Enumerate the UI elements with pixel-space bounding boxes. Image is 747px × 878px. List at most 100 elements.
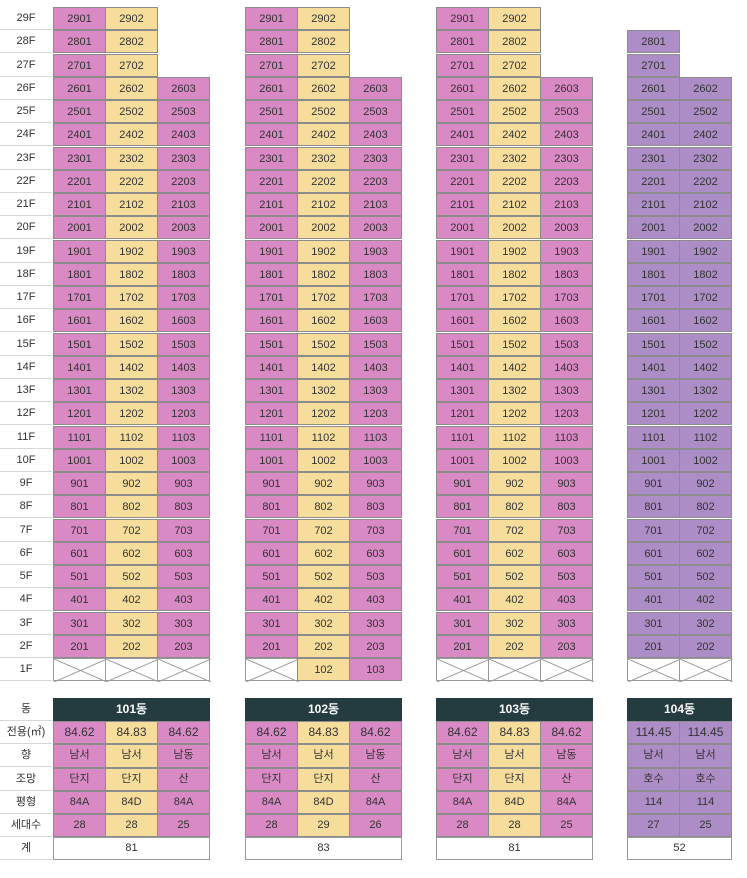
empty-unit-cell [488, 658, 542, 682]
unit-cell: 1701 [627, 286, 680, 309]
unit-cell: 1102 [679, 425, 732, 449]
unit-cell: 2501 [627, 100, 680, 123]
unit-cell: 1302 [105, 379, 158, 402]
unit-info-view: 산 [157, 767, 210, 791]
unit-cell: 2601 [53, 76, 106, 100]
unit-cell: 2201 [627, 169, 680, 193]
unit-cell: 1902 [105, 239, 158, 263]
unit-cell: 2101 [436, 193, 489, 216]
floor-label: 10F [0, 449, 52, 472]
unit-info-count: 26 [349, 814, 402, 838]
unit-info-facing: 남서 [297, 744, 350, 768]
unit-cell: 2603 [349, 76, 402, 100]
unit-cell: 1803 [349, 262, 402, 286]
unit-cell: 1402 [105, 355, 158, 379]
unit-cell: 1502 [105, 332, 158, 356]
unit-cell: 2502 [105, 100, 158, 123]
unit-cell: 2003 [540, 216, 593, 240]
unit-info-count: 27 [627, 814, 680, 838]
unit-cell: 2601 [627, 76, 680, 100]
unit-cell: 2502 [297, 100, 350, 123]
unit-cell: 1601 [627, 309, 680, 333]
unit-cell: 801 [53, 495, 106, 519]
unit-info-area: 114.45 [627, 721, 680, 745]
unit-cell: 2801 [436, 30, 489, 54]
unit-info-count: 28 [53, 814, 106, 838]
floor-label: 7F [0, 519, 52, 542]
empty-unit-cell [245, 658, 299, 682]
unit-cell: 701 [627, 518, 680, 542]
cross-mark-icon [628, 659, 681, 682]
unit-cell: 1203 [157, 402, 210, 426]
cross-mark-icon [246, 659, 299, 682]
unit-cell: 103 [349, 658, 402, 681]
unit-cell: 502 [488, 565, 541, 588]
unit-cell: 502 [679, 565, 732, 588]
unit-cell: 703 [349, 518, 402, 542]
cross-mark-icon [158, 659, 211, 682]
unit-cell: 1202 [105, 402, 158, 426]
unit-cell: 302 [297, 611, 350, 635]
unit-cell: 203 [540, 634, 593, 658]
unit-cell: 2501 [436, 100, 489, 123]
unit-cell: 303 [349, 611, 402, 635]
unit-cell: 1903 [349, 239, 402, 263]
unit-cell: 702 [105, 518, 158, 542]
unit-cell: 502 [105, 565, 158, 588]
unit-cell: 1403 [157, 355, 210, 379]
unit-cell: 1802 [488, 262, 541, 286]
unit-cell: 1501 [627, 332, 680, 356]
unit-cell: 2403 [540, 123, 593, 147]
unit-cell: 1202 [297, 402, 350, 426]
unit-cell: 303 [157, 611, 210, 635]
unit-cell: 403 [157, 588, 210, 612]
unit-cell: 2103 [540, 193, 593, 216]
unit-info-type: 114 [627, 790, 680, 814]
unit-cell: 2302 [297, 146, 350, 170]
unit-cell: 2401 [627, 123, 680, 147]
empty-unit-cell [627, 658, 681, 682]
unit-cell: 301 [436, 611, 489, 635]
unit-cell: 1301 [627, 379, 680, 402]
unit-cell: 1702 [488, 286, 541, 309]
unit-cell: 1902 [297, 239, 350, 263]
unit-cell: 602 [297, 541, 350, 565]
unit-cell: 1001 [53, 448, 106, 472]
unit-cell: 2503 [157, 100, 210, 123]
info-row-label: 세대수 [0, 814, 52, 837]
unit-cell: 2301 [436, 146, 489, 170]
unit-info-view: 호수 [679, 767, 732, 791]
info-row-label: 조망 [0, 768, 52, 791]
unit-cell: 2902 [105, 7, 158, 30]
unit-cell: 2001 [245, 216, 298, 240]
info-row-label: 계 [0, 837, 52, 861]
unit-cell: 2103 [157, 193, 210, 216]
unit-cell: 2401 [436, 123, 489, 147]
unit-cell: 1103 [157, 425, 210, 449]
unit-cell: 2002 [679, 216, 732, 240]
unit-cell: 701 [245, 518, 298, 542]
info-row-label: 평형 [0, 791, 52, 814]
unit-cell: 1601 [53, 309, 106, 333]
unit-cell: 2302 [679, 146, 732, 170]
unit-info-count: 29 [297, 814, 350, 838]
unit-cell: 1703 [540, 286, 593, 309]
unit-cell: 701 [53, 518, 106, 542]
unit-cell: 2601 [245, 76, 298, 100]
unit-cell: 2701 [627, 53, 680, 77]
unit-cell: 1601 [436, 309, 489, 333]
floor-label: 4F [0, 588, 52, 612]
info-row-label: 동 [0, 698, 52, 721]
unit-cell: 203 [349, 634, 402, 658]
unit-cell: 1203 [349, 402, 402, 426]
unit-cell: 2102 [488, 193, 541, 216]
unit-cell: 1703 [157, 286, 210, 309]
unit-cell: 1301 [53, 379, 106, 402]
unit-cell: 702 [297, 518, 350, 542]
unit-cell: 2102 [679, 193, 732, 216]
unit-info-type: 84D [488, 790, 541, 814]
cross-mark-icon [106, 659, 159, 682]
unit-cell: 1702 [679, 286, 732, 309]
unit-cell: 1402 [297, 355, 350, 379]
